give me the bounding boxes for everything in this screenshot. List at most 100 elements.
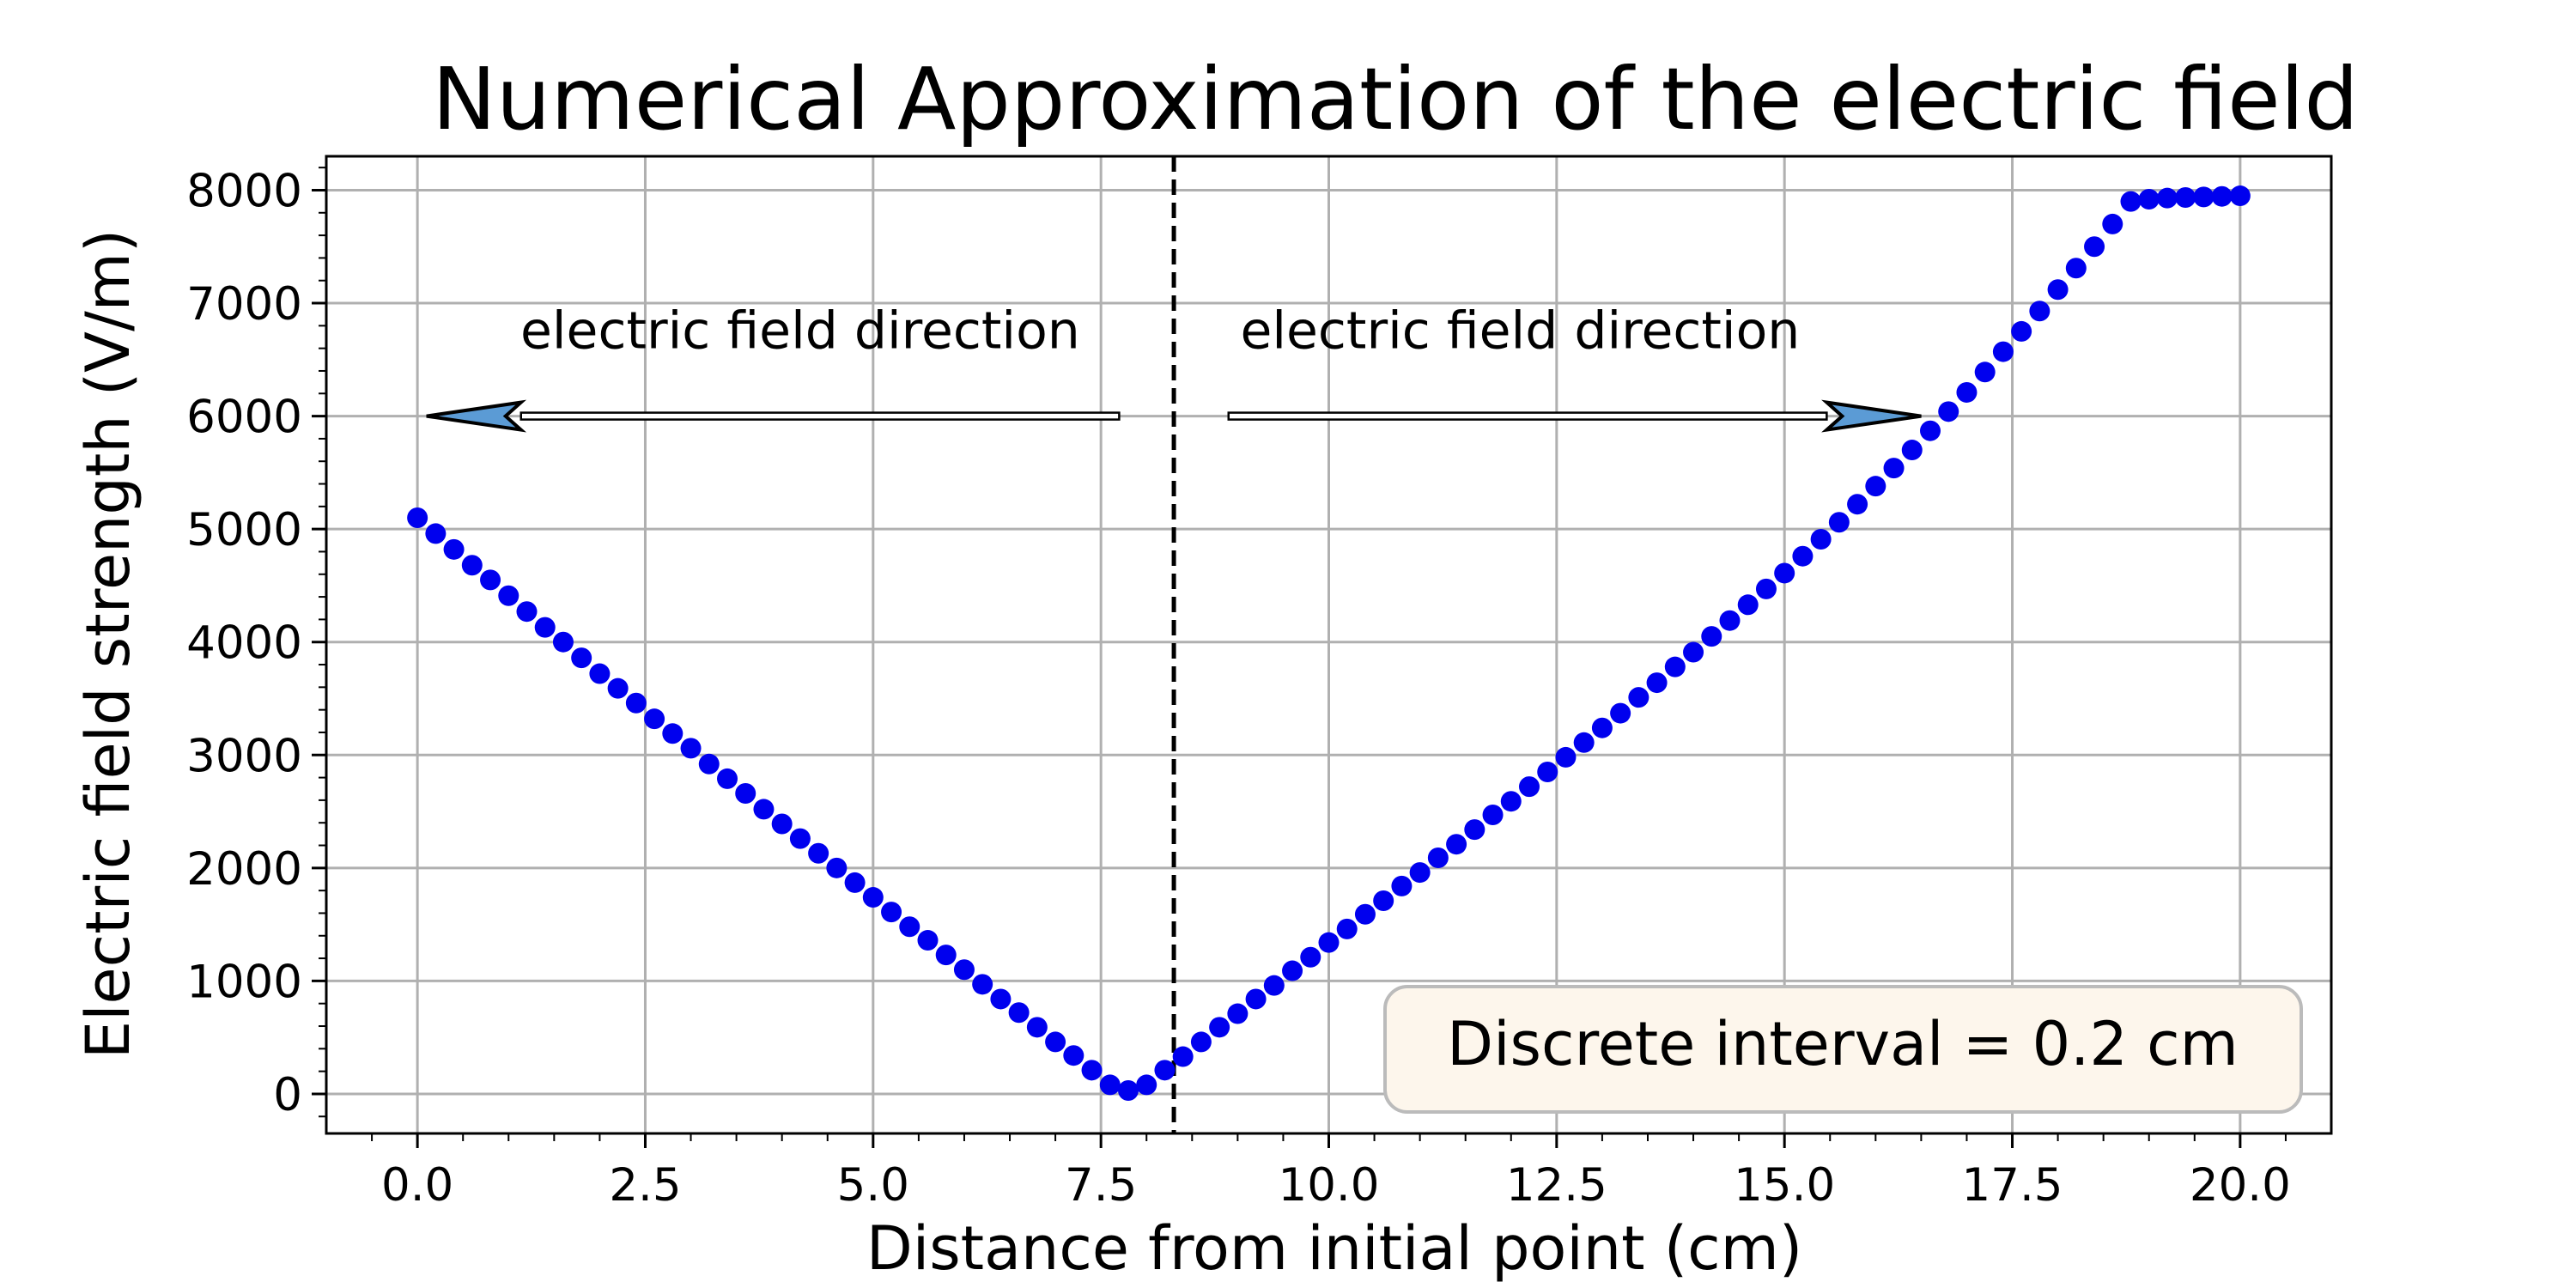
data-point bbox=[2084, 236, 2105, 258]
annot-layer: electric field direction electric field d… bbox=[426, 301, 1922, 433]
data-point bbox=[1920, 420, 1941, 441]
data-point bbox=[2120, 191, 2142, 212]
data-point bbox=[680, 738, 702, 759]
y-tick-label: 1000 bbox=[186, 956, 302, 1008]
data-point bbox=[1373, 890, 1394, 911]
data-point bbox=[1792, 545, 1814, 567]
y-tick-label: 5000 bbox=[186, 504, 302, 556]
data-point bbox=[1701, 626, 1722, 647]
data-point bbox=[1263, 975, 1285, 996]
data-point bbox=[1446, 834, 1467, 855]
y-tick-label: 3000 bbox=[186, 730, 302, 782]
data-point bbox=[771, 813, 793, 835]
data-point bbox=[1573, 732, 1595, 753]
data-point bbox=[899, 916, 920, 938]
data-point bbox=[1974, 361, 1996, 383]
data-point bbox=[2175, 187, 2196, 209]
grid-layer bbox=[326, 156, 2331, 1133]
data-point bbox=[480, 569, 501, 591]
data-point bbox=[1500, 791, 1522, 812]
data-point bbox=[1555, 746, 1577, 768]
data-point bbox=[1209, 1017, 1230, 1038]
data-point bbox=[1810, 528, 1832, 550]
data-point bbox=[735, 783, 756, 805]
x-tick-label: 17.5 bbox=[1962, 1159, 2063, 1212]
data-point bbox=[1045, 1031, 1066, 1053]
data-point bbox=[1336, 918, 1358, 939]
textbox: Discrete interval = 0.2 cm bbox=[1383, 985, 2303, 1114]
data-point bbox=[498, 585, 519, 606]
data-point bbox=[516, 601, 538, 623]
data-point bbox=[2029, 301, 2050, 322]
data-point bbox=[662, 723, 683, 744]
data-point bbox=[644, 708, 665, 730]
x-axis-label: Distance from initial point (cm) bbox=[866, 1213, 1802, 1284]
data-point bbox=[717, 768, 738, 789]
data-point bbox=[552, 631, 574, 653]
data-point bbox=[2047, 279, 2069, 301]
points-layer bbox=[407, 185, 2251, 1102]
data-point bbox=[1427, 847, 1449, 868]
data-point bbox=[844, 872, 866, 893]
data-point bbox=[425, 523, 447, 544]
data-point bbox=[1482, 804, 1504, 825]
data-point bbox=[2229, 185, 2251, 207]
data-point bbox=[1245, 988, 1267, 1010]
data-point bbox=[1081, 1060, 1103, 1081]
y-tick-label: 6000 bbox=[186, 392, 302, 444]
data-point bbox=[443, 538, 465, 560]
x-tick-label: 0.0 bbox=[381, 1159, 453, 1212]
data-point bbox=[1865, 476, 1886, 497]
data-point bbox=[698, 753, 720, 775]
data-point bbox=[1008, 1002, 1030, 1024]
data-point bbox=[1664, 656, 1686, 677]
textbox-background bbox=[1383, 985, 2303, 1114]
data-point bbox=[1883, 458, 1905, 479]
data-point bbox=[2156, 187, 2178, 209]
arrow-right-icon bbox=[1821, 399, 1922, 433]
data-point bbox=[2065, 258, 2087, 279]
data-point bbox=[1354, 903, 1376, 925]
data-point bbox=[534, 617, 556, 638]
x-tick-label: 12.5 bbox=[1506, 1159, 1607, 1212]
data-point bbox=[1847, 494, 1868, 515]
x-tick-label: 7.5 bbox=[1065, 1159, 1137, 1212]
data-point bbox=[1282, 960, 1303, 981]
data-point bbox=[1591, 717, 1613, 738]
x-tick-label: 10.0 bbox=[1278, 1159, 1379, 1212]
data-point bbox=[1683, 641, 1704, 663]
data-point bbox=[1628, 687, 1649, 708]
data-point bbox=[1956, 381, 1978, 403]
data-point bbox=[2211, 185, 2233, 207]
data-point bbox=[1026, 1017, 1048, 1038]
data-point bbox=[1992, 341, 2014, 362]
data-point bbox=[2138, 188, 2160, 210]
arrow-shaft bbox=[1227, 411, 1828, 421]
data-point bbox=[1318, 932, 1340, 953]
data-point bbox=[917, 930, 939, 951]
data-point bbox=[2193, 186, 2215, 208]
data-point bbox=[1190, 1031, 1212, 1053]
arrow-left-icon bbox=[426, 399, 527, 433]
data-point bbox=[753, 799, 775, 820]
data-point bbox=[625, 692, 647, 714]
data-point bbox=[461, 555, 483, 576]
data-point bbox=[1755, 578, 1777, 599]
data-point bbox=[1938, 401, 1959, 422]
y-tick-label: 0 bbox=[273, 1069, 302, 1121]
x-tick-label: 2.5 bbox=[609, 1159, 681, 1212]
data-point bbox=[2102, 213, 2123, 234]
data-point bbox=[1227, 1003, 1249, 1024]
arrow-shaft bbox=[519, 411, 1121, 421]
data-point bbox=[589, 663, 611, 684]
data-point bbox=[808, 842, 829, 864]
annotation-text: electric field direction bbox=[1240, 301, 1800, 361]
data-point bbox=[1646, 672, 1668, 694]
data-point bbox=[1464, 819, 1485, 841]
data-point bbox=[1300, 946, 1321, 968]
data-point bbox=[1610, 702, 1631, 724]
data-point bbox=[953, 959, 975, 981]
data-point bbox=[935, 945, 957, 966]
data-point bbox=[1154, 1060, 1176, 1081]
